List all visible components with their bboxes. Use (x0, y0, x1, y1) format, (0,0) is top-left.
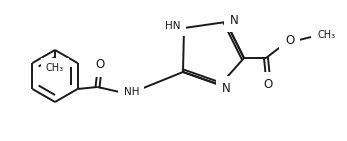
Text: N: N (222, 81, 231, 94)
Text: O: O (285, 35, 294, 48)
Text: CH₃: CH₃ (46, 63, 64, 73)
Text: N: N (230, 14, 239, 27)
Text: CH₃: CH₃ (318, 30, 336, 40)
Text: O: O (95, 59, 104, 71)
Text: NH: NH (124, 87, 139, 97)
Text: O: O (263, 78, 273, 91)
Text: HN: HN (166, 21, 181, 31)
Text: NH: NH (124, 87, 139, 97)
